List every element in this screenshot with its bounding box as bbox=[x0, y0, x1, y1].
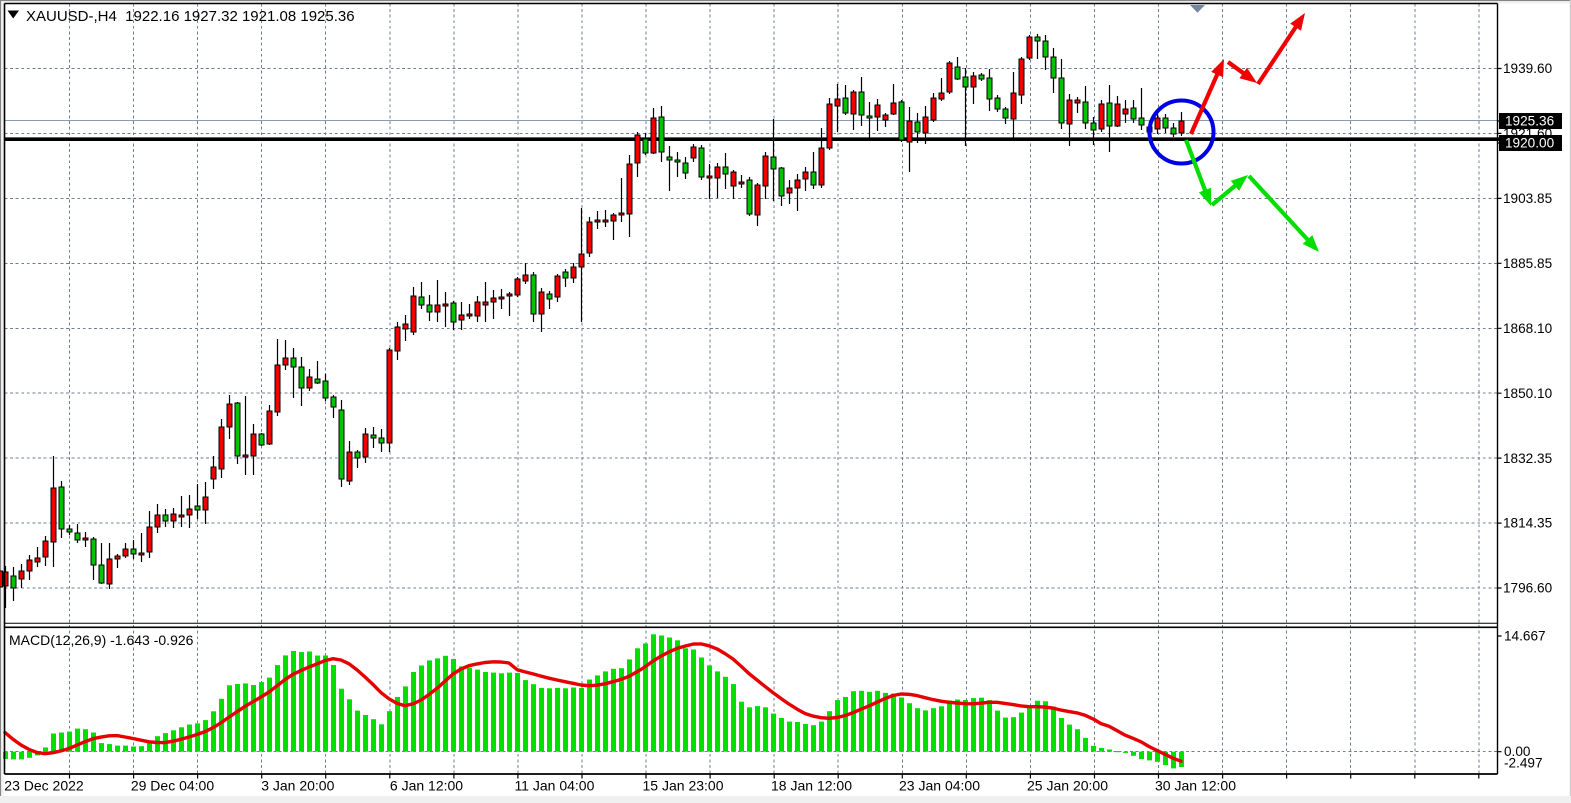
svg-text:29 Dec 04:00: 29 Dec 04:00 bbox=[131, 778, 214, 794]
svg-text:1939.60: 1939.60 bbox=[1503, 61, 1553, 76]
svg-text:11 Jan 04:00: 11 Jan 04:00 bbox=[514, 778, 594, 794]
svg-text:3 Jan 20:00: 3 Jan 20:00 bbox=[261, 778, 334, 794]
svg-text:1903.85: 1903.85 bbox=[1503, 191, 1552, 206]
svg-text:0.00: 0.00 bbox=[1504, 744, 1531, 759]
svg-text:25 Jan 20:00: 25 Jan 20:00 bbox=[1027, 778, 1108, 794]
svg-text:30 Jan 12:00: 30 Jan 12:00 bbox=[1155, 778, 1236, 794]
svg-text:MACD(12,26,9) -1.643 -0.926: MACD(12,26,9) -1.643 -0.926 bbox=[9, 632, 194, 648]
svg-text:18 Jan 12:00: 18 Jan 12:00 bbox=[771, 778, 852, 794]
svg-text:23 Jan 04:00: 23 Jan 04:00 bbox=[899, 778, 980, 794]
svg-text:1885.85: 1885.85 bbox=[1503, 256, 1552, 271]
svg-text:1832.35: 1832.35 bbox=[1503, 451, 1552, 466]
svg-text:1868.10: 1868.10 bbox=[1503, 321, 1553, 336]
svg-text:1796.60: 1796.60 bbox=[1503, 581, 1553, 596]
svg-text:14.667: 14.667 bbox=[1504, 629, 1546, 644]
svg-text:15 Jan 23:00: 15 Jan 23:00 bbox=[643, 778, 724, 794]
svg-text:1925.36: 1925.36 bbox=[1505, 114, 1554, 129]
svg-text:1920.00: 1920.00 bbox=[1505, 136, 1555, 151]
svg-text:6 Jan 12:00: 6 Jan 12:00 bbox=[390, 778, 463, 794]
svg-text:XAUUSD-,H4 1922.16 1927.32 19: XAUUSD-,H4 1922.16 1927.32 1921.08 1925.… bbox=[26, 8, 355, 25]
svg-text:1850.10: 1850.10 bbox=[1503, 386, 1553, 401]
svg-text:-2.497: -2.497 bbox=[1504, 756, 1543, 771]
svg-text:1814.35: 1814.35 bbox=[1503, 516, 1552, 531]
svg-text:23 Dec 2022: 23 Dec 2022 bbox=[4, 778, 84, 794]
